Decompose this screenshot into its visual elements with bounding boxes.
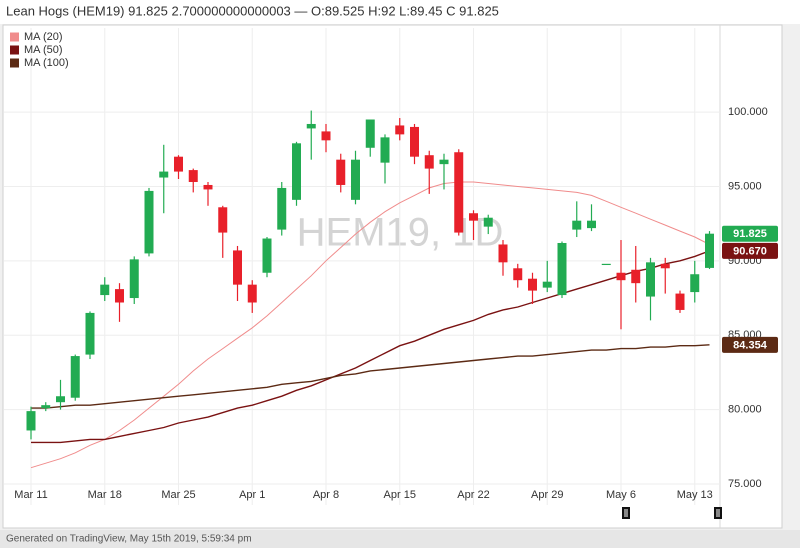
y-tick-label: 75.000 <box>728 478 762 490</box>
candle-body <box>277 187 287 230</box>
x-tick-label: Apr 8 <box>313 489 339 501</box>
chart-title: Lean Hogs (HEM19) 91.825 2.7000000000000… <box>6 3 499 18</box>
ma-line <box>30 181 710 469</box>
legend-label: MA (100) <box>24 57 69 69</box>
candle-body <box>690 274 700 293</box>
candle-body <box>542 281 552 288</box>
y-tick-label: 100.000 <box>728 106 768 118</box>
candle-body <box>365 119 375 148</box>
plot-area <box>4 28 720 505</box>
ma-lines <box>30 181 710 469</box>
candle-body <box>233 250 242 285</box>
candle-body <box>587 220 596 229</box>
candles <box>26 110 714 440</box>
price-label-box <box>722 242 778 259</box>
price-label: 84.354 <box>733 339 768 351</box>
price-label-box <box>722 225 778 242</box>
candle-body <box>292 143 301 200</box>
x-tick-label: Apr 15 <box>384 489 416 501</box>
candle-body <box>41 405 51 409</box>
price-label: 91.825 <box>733 228 767 240</box>
candle-body <box>439 159 449 165</box>
legend-swatch <box>10 45 19 55</box>
candle-body <box>247 284 257 303</box>
x-tick-label: Mar 18 <box>88 489 122 501</box>
candle-body <box>483 217 493 227</box>
candle-body <box>646 262 655 297</box>
candle-body <box>616 272 626 281</box>
candle-body <box>188 170 198 182</box>
candle-body <box>469 213 478 221</box>
candle-body <box>557 242 567 296</box>
legend-swatch <box>10 58 19 68</box>
candle-body <box>454 152 464 233</box>
ma-line <box>31 250 710 444</box>
candle-body <box>218 207 228 233</box>
candle-body <box>174 156 183 172</box>
candle-body <box>85 312 95 355</box>
candle-body <box>70 356 80 398</box>
x-tick-label: Mar 25 <box>161 489 195 501</box>
x-tick-label: May 6 <box>606 489 636 501</box>
candle-body <box>129 259 139 299</box>
candle-body <box>528 278 537 291</box>
candle-body <box>395 125 405 135</box>
price-label: 90.670 <box>733 245 767 257</box>
candle-body <box>601 263 611 266</box>
y-tick-label: 95.000 <box>728 180 762 192</box>
candle-body <box>115 289 124 303</box>
candle-body <box>705 233 714 268</box>
x-tick-label: Mar 11 <box>14 489 47 501</box>
candle-body <box>351 159 360 200</box>
candle-body <box>321 131 331 141</box>
x-tick-label: Apr 29 <box>531 489 563 501</box>
candle-body <box>144 190 154 254</box>
scroll-marker <box>714 507 722 519</box>
candle-body <box>513 268 523 281</box>
candle-body <box>203 184 213 190</box>
x-tick-label: Apr 22 <box>457 489 489 501</box>
candle-body <box>498 244 508 263</box>
legend-label: MA (20) <box>24 31 63 43</box>
price-label-box <box>722 336 778 353</box>
candle-body <box>380 137 390 163</box>
candle-body <box>100 284 110 296</box>
x-tick-label: Apr 1 <box>239 489 265 501</box>
candle-body <box>675 293 685 310</box>
candle-body <box>424 155 434 169</box>
candle-body <box>26 411 36 431</box>
candle-body <box>306 123 316 129</box>
y-tick-label: 80.000 <box>728 404 762 416</box>
candle-body <box>336 159 346 185</box>
candle-body <box>631 269 641 284</box>
scroll-marker <box>622 507 630 519</box>
legend-swatch <box>10 32 19 42</box>
footer: Generated on TradingView, May 15th 2019,… <box>6 534 252 545</box>
candle-body <box>56 396 65 403</box>
candle-body <box>660 263 670 269</box>
legend-label: MA (50) <box>24 44 63 56</box>
footer-bar <box>0 530 800 548</box>
header-bar <box>0 0 800 24</box>
candle-body <box>159 171 169 178</box>
candle-body <box>410 126 419 157</box>
candle-body <box>572 220 582 230</box>
ma-line <box>31 344 710 409</box>
x-tick-label: May 13 <box>677 489 713 501</box>
candle-body <box>262 238 272 273</box>
